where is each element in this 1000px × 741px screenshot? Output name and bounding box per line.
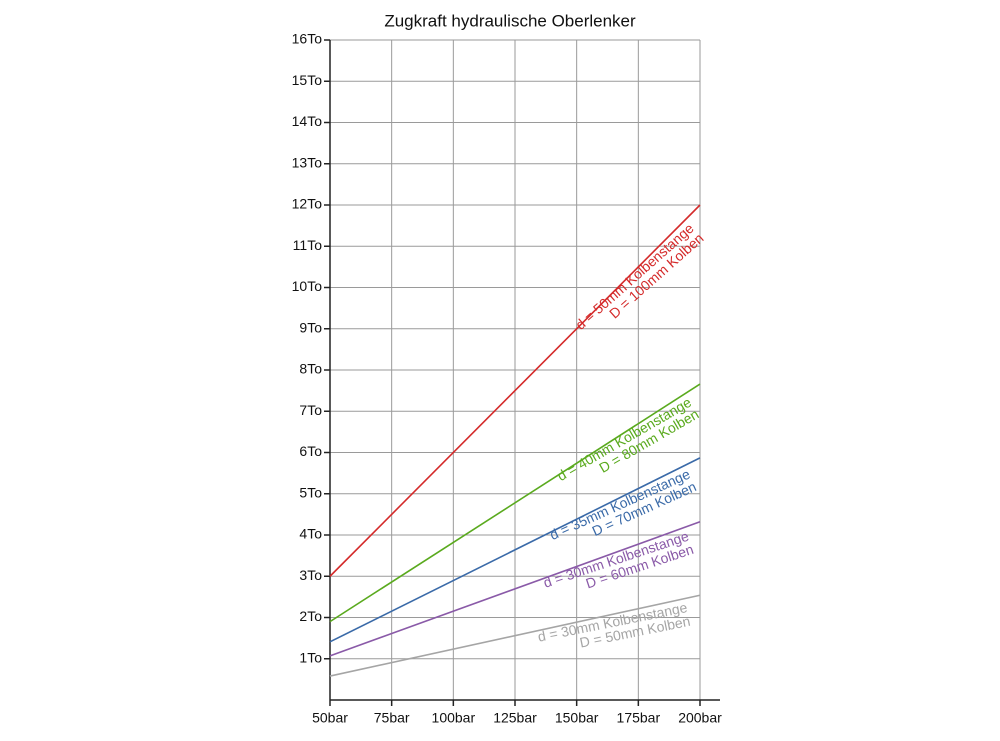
y-tick-label: 1To: [299, 649, 322, 665]
data-line: [329, 457, 701, 643]
data-line: [329, 594, 701, 677]
x-tick-label: 50bar: [312, 710, 348, 726]
x-tick-label: 125bar: [493, 710, 537, 726]
y-tick-label: 4To: [299, 526, 322, 542]
y-tick-label: 2To: [299, 608, 322, 624]
x-tick-label: 175bar: [617, 710, 661, 726]
y-tick-label: 13To: [292, 154, 323, 170]
y-tick-label: 6To: [299, 443, 322, 459]
data-line: [329, 521, 701, 657]
y-tick-label: 7To: [299, 402, 322, 418]
data-line: [329, 383, 701, 623]
y-tick-label: 16To: [292, 31, 323, 47]
x-tick-label: 200bar: [678, 710, 722, 726]
y-tick-label: 9To: [299, 319, 322, 335]
chart-title: Zugkraft hydraulische Oberlenker: [384, 11, 636, 30]
y-tick-label: 8To: [299, 361, 322, 377]
line-label: D = 100mm Kolben: [606, 230, 707, 322]
y-tick-label: 11To: [293, 237, 323, 253]
data-line: [329, 204, 701, 577]
x-tick-label: 100bar: [432, 710, 476, 726]
y-tick-label: 10To: [292, 278, 323, 294]
y-tick-label: 3To: [299, 567, 322, 583]
x-tick-label: 150bar: [555, 710, 599, 726]
y-tick-label: 14To: [292, 113, 323, 129]
y-tick-label: 12To: [292, 196, 323, 212]
y-tick-label: 5To: [299, 484, 322, 500]
x-tick-label: 75bar: [374, 710, 410, 726]
y-tick-label: 15To: [292, 72, 323, 88]
line-label: d = 50mm Kolbenstange: [572, 220, 697, 333]
